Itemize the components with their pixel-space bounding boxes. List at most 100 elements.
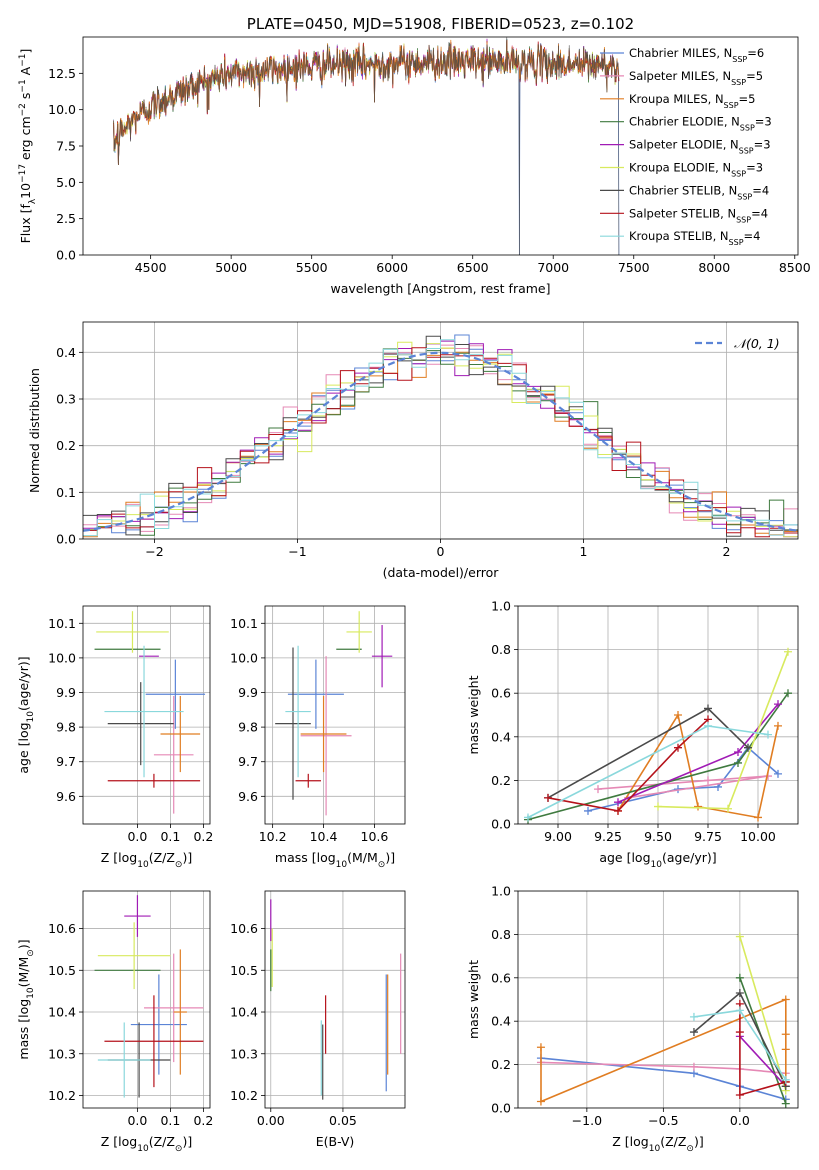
- error-point: [300, 656, 352, 816]
- legend-label: Chabrier MILES, NSSP=6: [629, 46, 764, 64]
- y-tick-label: 0.0: [491, 1101, 511, 1116]
- y-tick-label: 0.4: [491, 1014, 511, 1029]
- y-axis-label: age [log10(age/yr)]: [16, 656, 36, 773]
- legend-label: 𝒩(0, 1): [734, 336, 780, 351]
- y-tick-label: 9.9: [238, 685, 258, 700]
- weight-marker: [774, 721, 782, 730]
- weight-marker: [735, 932, 744, 941]
- y-tick-label: 9.9: [56, 685, 76, 700]
- weight-marker: [734, 748, 742, 757]
- error-point: [145, 659, 206, 729]
- plot-area: [113, 37, 620, 255]
- axes-frame: [82, 36, 799, 256]
- axes-frame: [82, 605, 211, 825]
- axes-age_vs_Z: 0.0 0.1 0.2 9.6 9.7 9.8 9.9 10.0 10.1 Z [log10(Z/…: [16, 605, 213, 870]
- error-point: [153, 695, 194, 814]
- x-tick-label: 9.25: [594, 829, 622, 844]
- y-tick-label: 10.5: [230, 963, 258, 978]
- error-point: [104, 995, 204, 1088]
- error-point: [371, 625, 393, 688]
- y-tick-label: 1.0: [491, 884, 511, 899]
- legend-label: Kroupa ELODIE, NSSP=3: [629, 161, 763, 179]
- y-tick-label: 0.2: [56, 438, 76, 453]
- y-tick-label: 0.4: [491, 729, 511, 744]
- y-tick-label: 9.8: [238, 720, 258, 735]
- weight-marker: [744, 743, 752, 752]
- weight-marker: [754, 813, 762, 822]
- x-tick-label: 6500: [457, 260, 489, 275]
- y-tick-label: 9.6: [238, 789, 258, 804]
- error-point: [173, 949, 187, 1075]
- weight-marker: [764, 730, 772, 739]
- weight-marker: [784, 647, 792, 656]
- histogram: [83, 347, 798, 538]
- x-tick-label: 4500: [135, 260, 167, 275]
- x-tick-label: −1.0: [572, 1113, 602, 1128]
- y-tick-label: 0.8: [491, 927, 511, 942]
- axes-mass_vs_Z: 0.0 0.1 0.2 10.2 10.3 10.4 10.5 10.6 Z [log10(Z/…: [16, 890, 213, 1154]
- weight-marker: [614, 798, 622, 807]
- weight-line: [540, 1057, 787, 1101]
- plot-area: [265, 891, 405, 1108]
- x-tick-label: 10.00: [740, 829, 776, 844]
- y-tick-label: 10.5: [48, 963, 76, 978]
- error-point: [300, 695, 347, 773]
- error-point: [96, 611, 169, 653]
- x-tick-label: 6000: [376, 260, 408, 275]
- weight-marker: [774, 700, 782, 709]
- y-axis-label: mass weight: [466, 675, 481, 754]
- legend-label: Kroupa STELIB, NSSP=4: [629, 229, 760, 247]
- x-axis-label: mass [log10(M/M⊙)]: [275, 850, 395, 870]
- y-tick-label: 10.0: [48, 102, 76, 117]
- weight-marker: [781, 1045, 790, 1054]
- weight-marker: [674, 711, 682, 719]
- x-tick-label: 2: [723, 544, 731, 559]
- weight-marker: [689, 1062, 698, 1071]
- y-tick-label: 10.0: [230, 650, 258, 665]
- y-tick-label: 0.2: [491, 1057, 511, 1072]
- y-tick-label: 10.2: [48, 1088, 76, 1103]
- x-tick-label: 1: [580, 544, 588, 559]
- y-axis-label: mass weight: [466, 960, 481, 1039]
- y-axis-label: mass [log10(M/M⊙)]: [16, 939, 36, 1059]
- weight-marker: [781, 1075, 790, 1084]
- plot-area: [83, 322, 798, 539]
- spectrum-line: [113, 37, 620, 255]
- weight-marker: [584, 806, 592, 815]
- normal-curve: [83, 351, 798, 532]
- weight-marker: [735, 1006, 744, 1015]
- histogram: [83, 339, 798, 537]
- axes-frame: [264, 890, 406, 1109]
- x-axis-label: Z [log10(Z/Z⊙)]: [612, 1134, 703, 1154]
- error-point: [124, 895, 151, 937]
- y-tick-label: 10.6: [230, 921, 258, 936]
- weight-marker: [689, 1028, 698, 1037]
- x-axis-label: age [log10(age/yr)]: [599, 850, 716, 870]
- y-tick-label: 12.5: [48, 66, 76, 81]
- weight-line: [597, 775, 769, 799]
- error-point: [97, 1022, 151, 1098]
- y-tick-label: 10.6: [48, 921, 76, 936]
- legend: Chabrier MILES, NSSP=6 Salpeter MILES, NS…: [600, 46, 772, 247]
- error-point: [130, 974, 187, 1075]
- axes-spectrum: 4500 5000 5500 6000 6500 7000 7500 8000 8500 0.0 2…: [18, 15, 811, 296]
- weight-line: [540, 998, 787, 1103]
- weight-marker: [704, 721, 712, 730]
- x-axis-label: Z [log10(Z/Z⊙)]: [101, 850, 192, 870]
- x-tick-label: 0.00: [257, 1113, 285, 1128]
- y-tick-label: 10.4: [48, 1005, 76, 1020]
- x-axis-label: wavelength [Angstrom, rest frame]: [330, 281, 550, 296]
- x-tick-label: 0.05: [329, 1113, 357, 1128]
- axes-frame: [517, 605, 799, 825]
- plot-area: [518, 606, 798, 824]
- y-tick-label: 10.3: [230, 1046, 258, 1061]
- y-tick-label: 0.0: [56, 248, 76, 263]
- x-tick-label: −2: [145, 544, 163, 559]
- weight-line: [739, 1003, 787, 1097]
- y-tick-label: 5.0: [56, 175, 76, 190]
- weight-marker: [724, 804, 732, 813]
- x-tick-label: 10.2: [259, 829, 287, 844]
- y-tick-label: 10.1: [48, 616, 76, 631]
- legend-label: Kroupa MILES, NSSP=5: [629, 92, 755, 110]
